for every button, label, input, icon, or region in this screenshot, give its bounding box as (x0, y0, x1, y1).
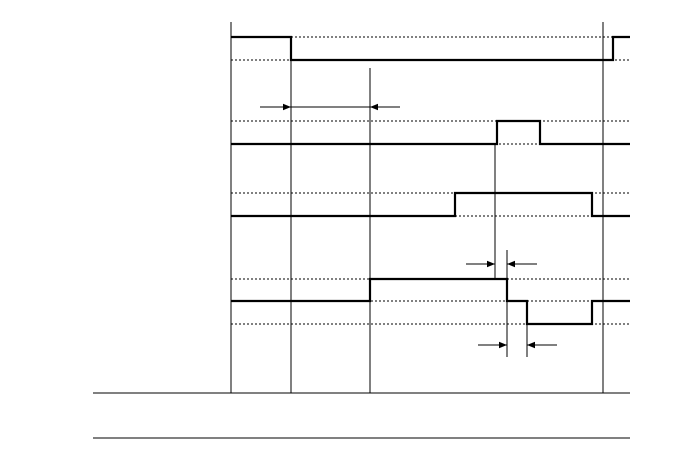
timing-arrows (260, 103, 557, 349)
signals (231, 35, 630, 326)
signal-1 (231, 35, 630, 62)
signal-2 (231, 119, 630, 146)
signal-4 (231, 277, 630, 326)
reference-lines (230, 22, 604, 393)
rules (93, 392, 630, 439)
signal-3 (231, 191, 630, 218)
